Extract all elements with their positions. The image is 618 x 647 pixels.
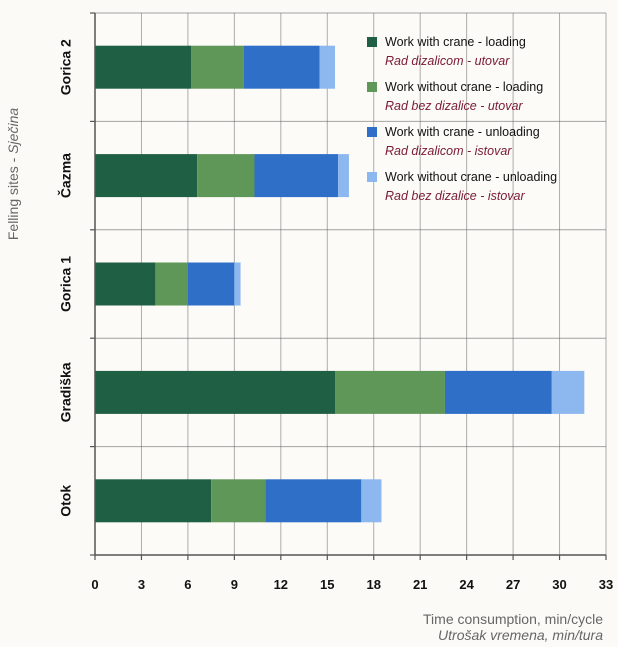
y-tick-label: Otok [58,485,74,517]
bars-layer [95,45,585,523]
x-tick-label: 3 [138,577,145,592]
bar-segment [211,479,266,523]
bar-segment [335,370,445,414]
bar-segment [95,370,336,414]
x-tick-label: 24 [459,577,474,592]
legend-sublabel: Rad dizalicom - utovar [385,54,510,68]
y-axis-title-prefix: Felling sites - [5,154,21,240]
legend-sublabel: Rad bez dizalice - utovar [385,99,523,113]
legend-label: Work with crane - loading [385,35,526,49]
legend-swatch [367,82,377,92]
x-axis-subtitle: Utrošak vremena, min/tura [438,627,603,643]
legend-swatch [367,37,377,47]
bar-segment [95,262,156,306]
legend-swatch [367,127,377,137]
bar-segment [338,154,349,198]
x-tick-label: 9 [231,577,238,592]
legend-label: Work with crane - unloading [385,125,540,139]
bar-segment [234,262,241,306]
bar-segment [254,154,339,198]
x-tick-label: 30 [552,577,566,592]
x-tick-label: 6 [184,577,191,592]
legend-sublabel: Rad dizalicom - istovar [385,144,512,158]
y-tick-label: Gradiška [58,362,74,422]
y-tick-label: Gorica 2 [58,39,74,95]
legend-label: Work without crane - unloading [385,170,557,184]
y-tick-label: Čazma [57,153,74,198]
bar-segment [319,45,336,89]
bar-segment [551,370,585,414]
x-tick-label: 27 [506,577,520,592]
y-tick-label: Gorica 1 [58,256,74,312]
bar-segment [197,154,255,198]
bar-segment [155,262,188,306]
legend-label: Work without crane - loading [385,80,543,94]
bar-segment [361,479,382,523]
y-axis-title: Felling sites - Sječina [5,108,21,240]
bar-segment [95,479,212,523]
legend-swatch [367,172,377,182]
x-tick-label: 21 [413,577,427,592]
x-axis-title: Time consumption, min/cycle [423,611,603,627]
x-tick-label: 15 [320,577,334,592]
x-tick-label: 18 [366,577,380,592]
axis-layer: 0 3 6 9 12 15 18 21 24 27 30 33 Gorica 2 Čazma Gorica … [57,12,613,592]
legend: Work with crane - loading Rad dizalicom -… [367,35,557,203]
bar-segment [243,45,320,89]
bar-segment [444,370,552,414]
x-tick-label: 0 [91,577,98,592]
y-axis-title-italic: Sječina [5,108,21,154]
legend-sublabel: Rad bez dizalice - istovar [385,189,525,203]
x-tick-label: 12 [274,577,288,592]
bar-segment [265,479,362,523]
plot-area [94,12,607,556]
bar-segment [95,45,192,89]
bar-segment [191,45,244,89]
bar-segment [95,154,198,198]
bar-segment [187,262,235,306]
x-tick-label: 33 [599,577,613,592]
